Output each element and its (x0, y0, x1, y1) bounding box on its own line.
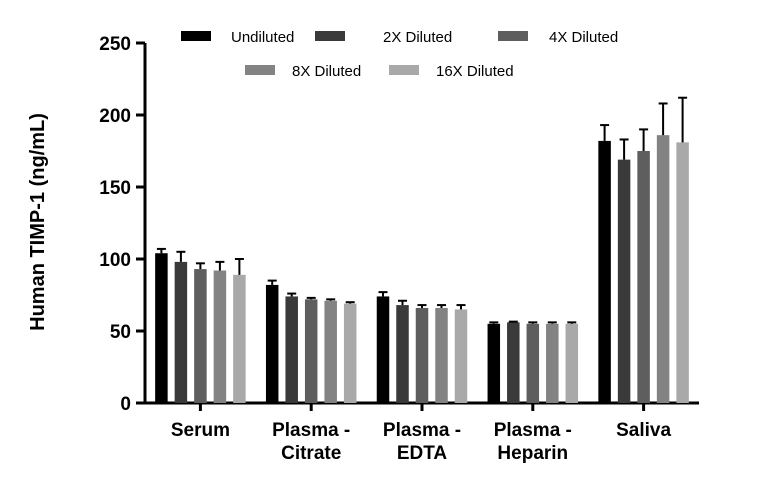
bar (376, 296, 390, 403)
bar (526, 323, 540, 403)
x-tick-label: Saliva (616, 420, 671, 441)
bar (637, 151, 650, 403)
y-tick-label: 50 (110, 322, 131, 343)
legend-label: Undiluted (231, 29, 294, 46)
x-tick-label: Plasma -Heparin (494, 420, 572, 464)
bar (155, 253, 168, 403)
bar (656, 135, 670, 403)
y-tick-label: 200 (99, 106, 131, 127)
legend-swatch (498, 31, 528, 41)
bar (487, 323, 501, 403)
bar (304, 299, 318, 403)
bar (507, 322, 520, 403)
x-tick-label-line: Plasma - (272, 420, 350, 441)
x-tick-label: Plasma -Citrate (272, 420, 350, 464)
x-tick-label: Plasma -EDTA (383, 420, 461, 464)
bar (343, 303, 357, 403)
legend-swatch (389, 65, 419, 75)
bar (265, 284, 279, 403)
bar (454, 309, 468, 403)
bar (617, 159, 631, 403)
legend-swatch (181, 31, 211, 41)
bar (565, 323, 579, 403)
bar (285, 296, 298, 403)
x-tick-label-line: EDTA (397, 443, 448, 464)
bars (155, 96, 689, 404)
x-tick-label-line: Saliva (616, 420, 671, 441)
bar (174, 261, 188, 403)
bar (396, 305, 409, 403)
legend-label: 2X Diluted (383, 29, 452, 46)
legend-swatch (315, 31, 345, 41)
bar (415, 307, 429, 403)
x-tick-label-line: Citrate (281, 443, 341, 464)
y-tick-label: 0 (120, 394, 131, 415)
bar (194, 269, 207, 403)
x-tick-label: Serum (171, 420, 230, 441)
bar (213, 270, 227, 403)
bar (546, 323, 559, 403)
bar (676, 142, 689, 404)
y-axis: 0 50 100 150 200 250 (99, 34, 147, 415)
y-tick-label: 100 (99, 250, 131, 271)
legend-swatch (245, 65, 275, 75)
bar (324, 300, 337, 403)
bar (233, 274, 246, 403)
legend: Undiluted 2X Diluted 4X Diluted 8X Diluted 1… (181, 29, 618, 80)
y-tick-label: 250 (99, 34, 131, 55)
x-tick-label-line: Heparin (497, 443, 568, 464)
legend-label: 4X Diluted (549, 29, 618, 46)
y-tick-label: 150 (99, 178, 131, 199)
y-axis-title: Human TIMP-1 (ng/mL) (27, 113, 49, 331)
x-tick-label-line: Serum (171, 420, 230, 441)
bar (435, 307, 448, 403)
bar (598, 140, 611, 404)
legend-label: 16X Diluted (436, 63, 514, 80)
x-tick-label-line: Plasma - (494, 420, 572, 441)
x-tick-label-line: Plasma - (383, 420, 461, 441)
legend-label: 8X Diluted (292, 63, 361, 80)
